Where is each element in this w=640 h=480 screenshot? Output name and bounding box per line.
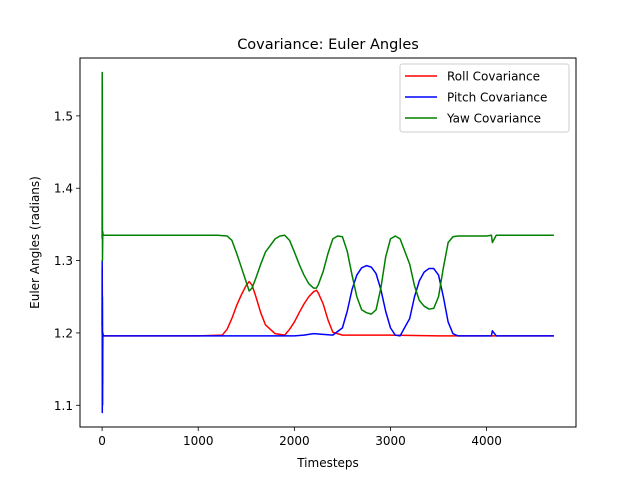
series-line-yaw-covariance [101,71,554,315]
x-tick-label: 2000 [279,434,310,448]
plot-frame [79,57,577,428]
series-line-pitch-covariance [101,259,554,414]
y-tick-label: 1.3 [54,254,73,268]
legend-entry: Pitch Covariance [447,91,547,105]
legend-entry: Yaw Covariance [446,112,541,126]
y-tick-label: 1.4 [54,182,73,196]
y-tick-label: 1.2 [54,326,73,340]
legend-entry: Roll Covariance [447,70,540,84]
chart-title: Covariance: Euler Angles [237,37,419,53]
legend: Roll Covariance Pitch Covariance Yaw Covar… [399,63,570,133]
x-tick-label: 3000 [375,434,406,448]
x-tick-label: 1000 [183,434,214,448]
y-tick-label: 1.1 [54,399,73,413]
x-tick-label: 4000 [471,434,502,448]
x-axis-label: Timesteps [296,456,359,470]
legend-box [399,63,570,133]
x-tick-label: 0 [98,434,106,448]
y-axis-label: Euler Angles (radians) [28,176,42,309]
y-tick-label: 1.5 [54,109,73,123]
